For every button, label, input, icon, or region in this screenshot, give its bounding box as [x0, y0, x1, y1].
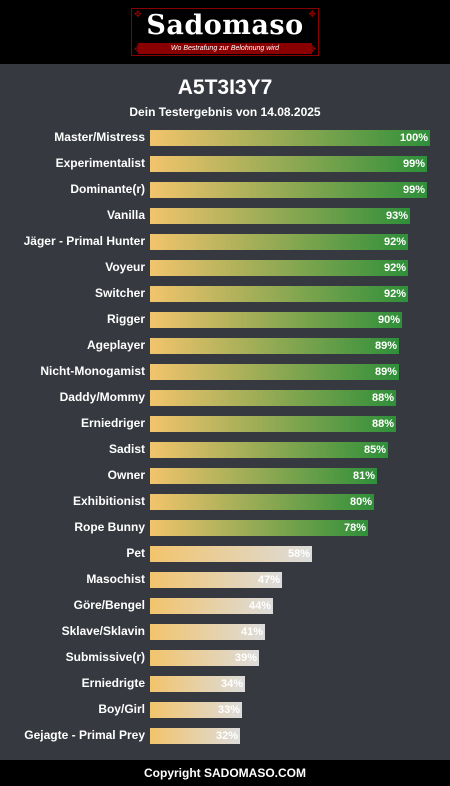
result-bar	[150, 728, 240, 744]
percent-label: 100%	[399, 132, 428, 144]
percent-label: 99%	[402, 158, 425, 170]
category-label: Gejagte - Primal Prey	[24, 728, 145, 742]
category-label: Rope Bunny	[74, 520, 145, 534]
category-label: Pet	[126, 546, 145, 560]
result-bar	[150, 364, 399, 380]
result-bar	[150, 312, 402, 328]
result-bar	[150, 702, 242, 718]
logo-wordmark: Sadomaso	[146, 10, 304, 41]
percent-label: 85%	[363, 444, 386, 456]
percent-label: 41%	[240, 626, 263, 638]
category-label: Ageplayer	[86, 338, 145, 352]
result-bar	[150, 130, 430, 146]
ornament-icon: ✥	[134, 45, 142, 54]
category-label: Sadist	[108, 442, 145, 456]
site-logo[interactable]: ✥ ✥ ✥ ✥ Sadomaso Wo Bestrafung zur Beloh…	[131, 8, 319, 56]
category-label: Submissive(r)	[65, 650, 145, 664]
percent-label: 89%	[374, 340, 397, 352]
percent-label: 99%	[402, 184, 425, 196]
ornament-icon: ✥	[308, 44, 316, 54]
result-bar	[150, 520, 368, 536]
category-label: Nicht-Monogamist	[40, 364, 145, 378]
result-bar	[150, 338, 399, 354]
category-label: Vanilla	[106, 208, 145, 222]
percent-label: 93%	[385, 210, 408, 222]
result-bar	[150, 286, 408, 302]
category-label: Masochist	[86, 572, 145, 586]
result-title: A5T3I3Y7	[177, 76, 273, 99]
percent-label: 78%	[343, 522, 366, 534]
percent-label: 33%	[217, 704, 240, 716]
result-bar	[150, 182, 427, 198]
percent-label: 58%	[287, 548, 310, 560]
result-subtitle: Dein Testergebnis von 14.08.2025	[129, 105, 321, 119]
percent-label: 88%	[371, 418, 394, 430]
category-label: Erniedriger	[80, 416, 145, 430]
top-header-bar: ✥ ✥ ✥ ✥ Sadomaso Wo Bestrafung zur Beloh…	[0, 0, 450, 64]
result-bar	[150, 468, 377, 484]
percent-label: 47%	[257, 574, 280, 586]
category-label: Dominante(r)	[70, 182, 145, 196]
logo-tagline: Wo Bestrafung zur Belohnung wird	[138, 43, 312, 54]
category-label: Master/Mistress	[54, 130, 145, 144]
result-bar	[150, 676, 245, 692]
result-bar	[150, 234, 408, 250]
result-bar	[150, 650, 259, 666]
category-label: Erniedrigte	[81, 676, 145, 690]
result-bar	[150, 208, 410, 224]
result-bar	[150, 572, 282, 588]
result-bar	[150, 494, 374, 510]
category-label: Sklave/Sklavin	[61, 624, 145, 638]
category-label: Rigger	[106, 312, 145, 326]
percent-label: 90%	[377, 314, 400, 326]
result-bar	[150, 390, 396, 406]
category-label: Göre/Bengel	[73, 598, 145, 612]
ornament-icon: ✥	[308, 9, 316, 19]
category-label: Voyeur	[105, 260, 145, 274]
category-label: Experimentalist	[55, 156, 145, 170]
percent-label: 34%	[220, 678, 243, 690]
ornament-icon: ✥	[134, 9, 142, 19]
result-bar	[150, 598, 273, 614]
copyright-footer: Copyright SADOMASO.COM	[0, 760, 450, 786]
percent-label: 81%	[352, 470, 375, 482]
category-label: Jäger - Primal Hunter	[23, 234, 145, 248]
result-bar	[150, 442, 388, 458]
percent-label: 88%	[371, 392, 394, 404]
percent-label: 92%	[383, 288, 406, 300]
percent-label: 80%	[349, 496, 372, 508]
result-bar	[150, 546, 312, 562]
category-label: Daddy/Mommy	[59, 390, 145, 404]
percent-label: 89%	[374, 366, 397, 378]
result-bar	[150, 260, 408, 276]
category-label: Boy/Girl	[98, 702, 145, 716]
result-bar	[150, 416, 396, 432]
percent-label: 92%	[383, 262, 406, 274]
result-bar	[150, 156, 427, 172]
category-label: Switcher	[94, 286, 145, 300]
percent-label: 32%	[215, 730, 238, 742]
category-label: Exhibitionist	[73, 494, 145, 508]
percent-label: 44%	[248, 600, 271, 612]
result-bar	[150, 624, 265, 640]
category-label: Owner	[107, 468, 145, 482]
percent-label: 92%	[383, 236, 406, 248]
percent-label: 39%	[234, 652, 257, 664]
